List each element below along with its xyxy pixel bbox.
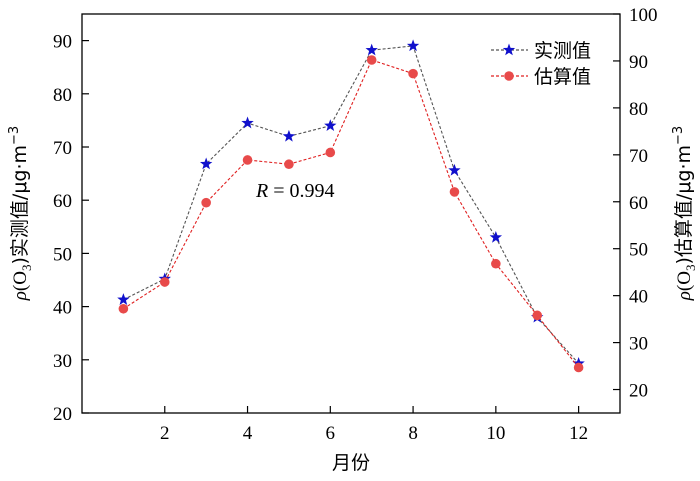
estimated-point-12 <box>573 362 584 373</box>
series-layer <box>117 39 585 373</box>
series-line-estimated <box>123 59 580 368</box>
left-y-axis-ticks: 20 30 40 50 60 70 80 90 <box>53 32 89 425</box>
right-y-tick-label: 20 <box>629 381 648 402</box>
estimated-point-5 <box>284 159 294 170</box>
annotation-r: R <box>255 180 268 202</box>
left-y-tick-label: 80 <box>53 85 72 106</box>
right-y-tick-label: 80 <box>629 99 648 120</box>
legend-label-measured: 实测值 <box>534 40 591 62</box>
left-y-tick-label: 30 <box>53 351 72 372</box>
legend: 实测值 估算值 <box>491 40 591 88</box>
right-y-tick-label: 70 <box>629 146 648 167</box>
x-axis-title: 月份 <box>332 452 370 474</box>
right-y-axis-ticks: 20 30 40 50 60 70 80 90 100 <box>613 5 658 402</box>
measured-point-9 <box>448 163 461 176</box>
measured-point-10 <box>489 230 503 243</box>
right-y-tick-label: 40 <box>629 287 648 308</box>
plot-frame <box>81 13 621 414</box>
estimated-point-4 <box>242 155 253 165</box>
left-y-open-paren: (O <box>10 271 31 291</box>
measured-point-8 <box>406 39 420 52</box>
x-tick-label: 12 <box>569 423 588 444</box>
x-tick-label: 4 <box>243 423 253 444</box>
right-y-tick-label: 100 <box>629 5 658 26</box>
measured-point-5 <box>282 129 296 142</box>
right-y-rest: )估算值/μg·m <box>673 145 695 265</box>
right-y-tick-label: 90 <box>629 52 648 73</box>
right-y-axis-title: ρ(O3)估算值/μg·m−3 <box>671 126 698 301</box>
right-y-open-paren: (O <box>674 271 695 291</box>
left-y-tick-label: 20 <box>53 404 72 425</box>
series-line-measured <box>123 45 580 364</box>
legend-label-estimated: 估算值 <box>534 66 591 88</box>
right-y-sub-3: 3 <box>683 265 698 272</box>
left-y-tick-label: 40 <box>53 298 72 319</box>
right-y-tick-label: 30 <box>629 334 648 355</box>
measured-point-7 <box>365 43 378 56</box>
right-y-tick-label: 50 <box>629 240 648 261</box>
measured-point-6 <box>324 119 337 131</box>
legend-marker-measured <box>502 43 516 56</box>
right-y-tick-label: 60 <box>629 193 648 214</box>
x-tick-label: 10 <box>486 423 505 444</box>
left-y-rest: )实测值/μg·m <box>9 145 31 265</box>
svg-text:ρ(O3)实测值/μg·m−3: ρ(O3)实测值/μg·m−3 <box>7 126 34 301</box>
right-y-sup-minus3: −3 <box>671 126 686 145</box>
left-y-tick-label: 90 <box>53 32 72 53</box>
left-y-rho: ρ <box>10 291 31 301</box>
legend-marker-estimated <box>504 71 514 81</box>
estimated-point-11 <box>532 310 543 321</box>
estimated-point-2 <box>159 277 170 287</box>
left-y-sub-3: 3 <box>19 265 34 272</box>
estimated-point-7 <box>366 55 377 65</box>
left-y-axis-title: ρ(O3)实测值/μg·m−3 <box>7 126 34 301</box>
x-tick-label: 2 <box>160 423 170 444</box>
estimated-point-9 <box>449 187 460 197</box>
annotation-value: = 0.994 <box>268 180 334 202</box>
measured-point-3 <box>199 157 213 170</box>
left-y-tick-label: 50 <box>53 244 72 265</box>
estimated-point-8 <box>408 68 418 79</box>
correlation-annotation: R = 0.994 <box>255 180 335 202</box>
left-y-sup-minus3: −3 <box>7 126 22 145</box>
svg-text:ρ(O3)估算值/μg·m−3: ρ(O3)估算值/μg·m−3 <box>671 126 698 301</box>
right-y-rho: ρ <box>674 291 695 301</box>
estimated-point-10 <box>491 258 501 269</box>
x-tick-label: 6 <box>326 423 336 444</box>
measured-point-4 <box>241 116 254 129</box>
estimated-point-6 <box>325 147 336 158</box>
left-y-tick-label: 60 <box>53 191 72 212</box>
estimated-point-1 <box>118 303 129 314</box>
measured-point-1 <box>117 293 130 305</box>
left-y-tick-label: 70 <box>53 138 72 159</box>
x-tick-label: 8 <box>408 423 418 444</box>
estimated-point-3 <box>201 197 211 208</box>
x-axis-ticks: 2 4 6 8 10 12 <box>160 406 588 444</box>
